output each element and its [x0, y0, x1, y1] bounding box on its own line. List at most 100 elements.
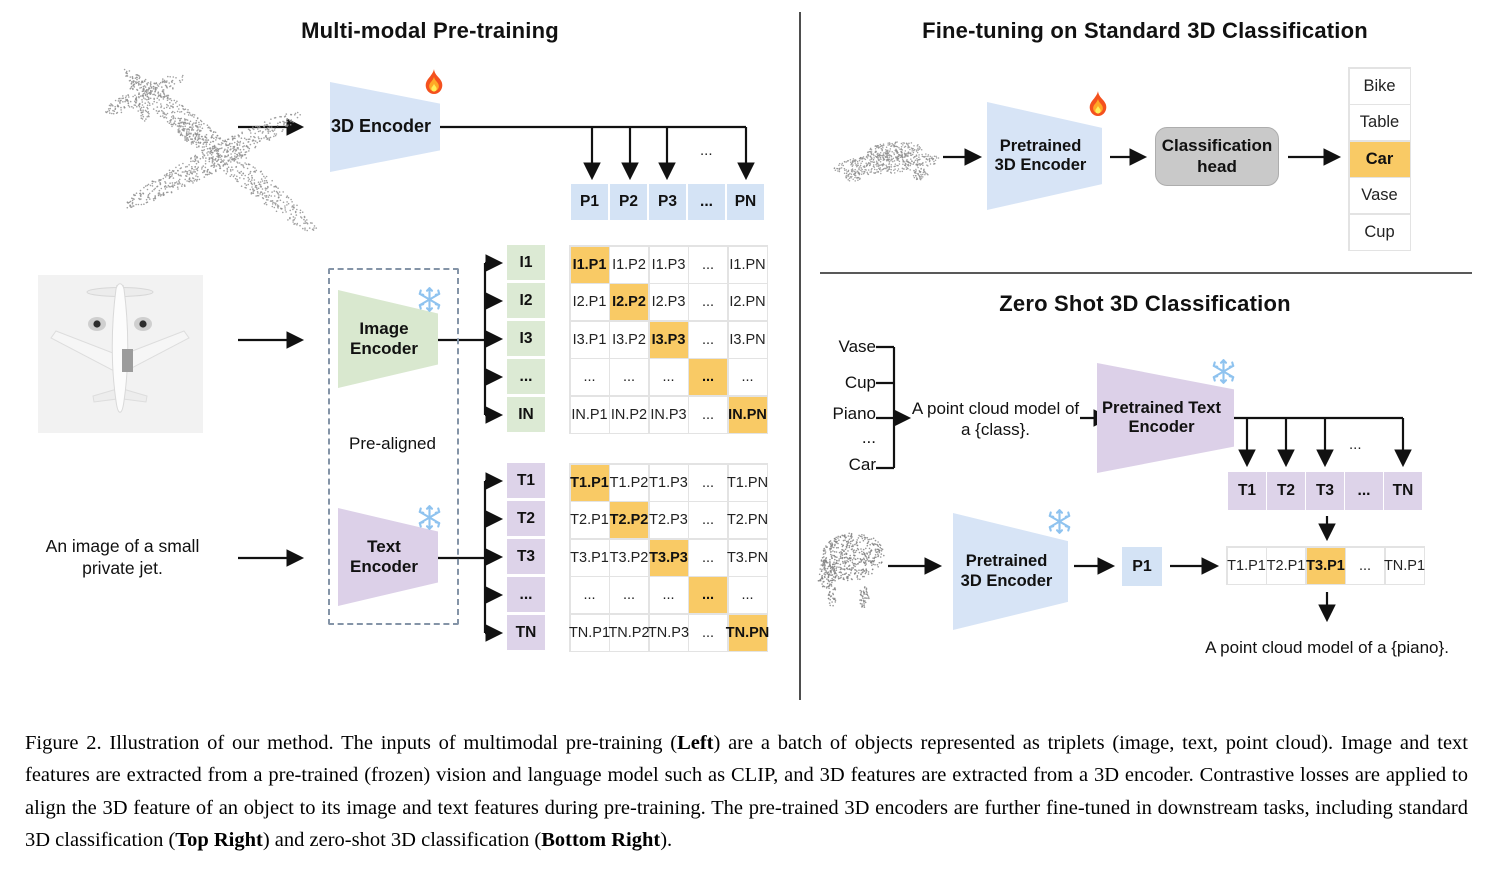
class-cell: Vase [1349, 178, 1410, 213]
pretrained-3d-encoder-label: Pretrained 3D Encoder [960, 552, 1053, 590]
similarity-cell: T1.P3 [649, 464, 688, 501]
similarity-cell: I3.P2 [610, 321, 648, 358]
similarity-cell: TN.PN [726, 614, 769, 651]
p-feature-cell: PN [727, 184, 764, 220]
image-feature-cell: IN [507, 397, 545, 432]
similarity-cell: ... [649, 359, 688, 395]
snowflake-icon [416, 286, 443, 318]
pre-aligned-label: Pre-aligned [349, 434, 436, 453]
pretrained-3d-encoder-label: Pretrained 3D Encoder [994, 136, 1087, 174]
classification-head: Classification head [1155, 127, 1279, 186]
bottom-right-section-title: Zero Shot 3D Classification [999, 291, 1291, 316]
similarity-cell: I1.P3 [649, 246, 688, 283]
image-encoder-label: Image Encoder [349, 318, 419, 358]
similarity-cell: ... [1346, 547, 1384, 584]
similarity-cell: T2.P2 [610, 502, 648, 538]
similarity-cell: I1.P1 [570, 246, 609, 283]
similarity-cell: ... [689, 321, 727, 358]
similarity-cell: IN.P3 [649, 396, 688, 433]
similarity-cell: ... [570, 359, 609, 395]
class-cell: Table [1349, 105, 1410, 140]
similarity-cell: ... [689, 396, 727, 433]
text-feature-cell: T1 [507, 463, 545, 498]
class-cell: Car [1349, 141, 1410, 177]
fire-icon [1084, 90, 1112, 125]
text-encoder-label: Text Encoder [349, 536, 419, 576]
similarity-cell: T2.P3 [649, 502, 688, 538]
snowflake-icon [1046, 508, 1073, 540]
text-embedding-row: T1 T2 T3... TN [1228, 472, 1422, 510]
ellipsis-label: ... [1349, 436, 1362, 453]
pre-aligned-box [328, 268, 459, 625]
similarity-cell: T3.P1 [1306, 547, 1345, 584]
p-feature-cell: P2 [610, 184, 647, 220]
similarity-cell: ... [689, 464, 727, 501]
similarity-cell: TN.P1 [569, 614, 610, 651]
text-embedding-cell: T2 [1267, 472, 1305, 510]
text-feature-cell: T2 [507, 501, 545, 536]
query-class-label: Car [848, 455, 876, 474]
query-class-label: Vase [838, 337, 877, 356]
jet-illustration [50, 283, 190, 413]
text-embedding-cell: T1 [1228, 472, 1266, 510]
similarity-cell: I2.PN [728, 284, 767, 320]
text-embedding-cell: T3 [1306, 472, 1344, 510]
image-feature-cell: I1 [507, 245, 545, 280]
airplane-point-cloud [105, 68, 318, 232]
similarity-cell: ... [689, 246, 727, 283]
text-similarity-matrix: T1.P1 T1.P2 T1.P3... T1.PN T2.P1 T2.P2 T2.P3..… [569, 463, 769, 652]
image-similarity-matrix: I1.P1 I1.P2 I1.P3... I1.PN I2.P1 I2.P2 I2.P3..… [569, 245, 768, 434]
similarity-cell: T1.P1 [570, 464, 609, 501]
similarity-cell: T2.P1 [570, 502, 609, 538]
similarity-cell: ... [610, 577, 648, 613]
similarity-cell: TN.P1 [1384, 547, 1425, 584]
similarity-cell: T1.PN [727, 464, 768, 501]
fire-icon [420, 68, 448, 103]
classification-head-label: Classification head [1161, 136, 1273, 176]
similarity-cell: TN.P2 [608, 614, 650, 651]
similarity-cell: TN.P3 [648, 614, 689, 651]
similarity-cell: ... [689, 614, 727, 651]
similarity-cell: ... [689, 359, 727, 395]
similarity-cell: I1.PN [728, 246, 767, 283]
text-input-caption: An image of a small private jet. [45, 536, 200, 578]
image-feature-cell: I3 [507, 321, 545, 356]
similarity-cell: I2.P2 [610, 284, 648, 320]
text-feature-column: T1 T2 T3... TN [507, 463, 545, 650]
text-embedding-cell: ... [1345, 472, 1383, 510]
zeroshot-result-text: A point cloud model of a {piano}. [1205, 638, 1449, 657]
ellipsis-label: ... [700, 142, 713, 159]
similarity-cell: T2.P1 [1267, 547, 1305, 584]
image-feature-column: I1 I2 I3... IN [507, 245, 545, 432]
text-feature-cell: T3 [507, 539, 545, 574]
pretrained-text-encoder-label: Pretrained Text Encoder [1102, 398, 1221, 436]
p-feature-cell: P1 [571, 184, 608, 220]
text-embedding-cell: TN [1384, 472, 1422, 510]
similarity-cell: T3.PN [727, 539, 768, 576]
similarity-cell: I3.P1 [570, 321, 609, 358]
query-class-label: ... [861, 428, 876, 447]
similarity-cell: IN.P1 [570, 396, 609, 433]
query-class-list: Vase Cup Piano... Car [800, 335, 876, 477]
text-feature-cell: TN [507, 615, 545, 650]
similarity-cell: ... [689, 539, 727, 576]
similarity-cell: ... [728, 359, 767, 395]
similarity-cell: T1.P2 [610, 464, 648, 501]
snowflake-icon [416, 504, 443, 536]
class-cell: Cup [1349, 214, 1410, 250]
similarity-cell: T2.PN [727, 502, 768, 538]
similarity-cell: IN.PN [728, 396, 767, 433]
top-right-section-title: Fine-tuning on Standard 3D Classificatio… [922, 18, 1368, 43]
snowflake-icon [1210, 358, 1237, 390]
zeroshot-similarity-row: T1.P1 T2.P1 T3.P1... TN.P1 [1226, 546, 1425, 585]
similarity-cell: ... [689, 502, 727, 538]
p-feature-cell: P3 [649, 184, 686, 220]
figure-caption: Figure 2. Illustration of our method. Th… [25, 732, 1468, 852]
encoder-3d-label: 3D Encoder [330, 116, 432, 137]
class-cell: Bike [1349, 68, 1410, 104]
p-feature-cell: ... [688, 184, 725, 220]
point-embedding-cell: P1 [1122, 547, 1162, 586]
image-feature-cell: I2 [507, 283, 545, 318]
similarity-cell: T3.P3 [649, 539, 688, 576]
